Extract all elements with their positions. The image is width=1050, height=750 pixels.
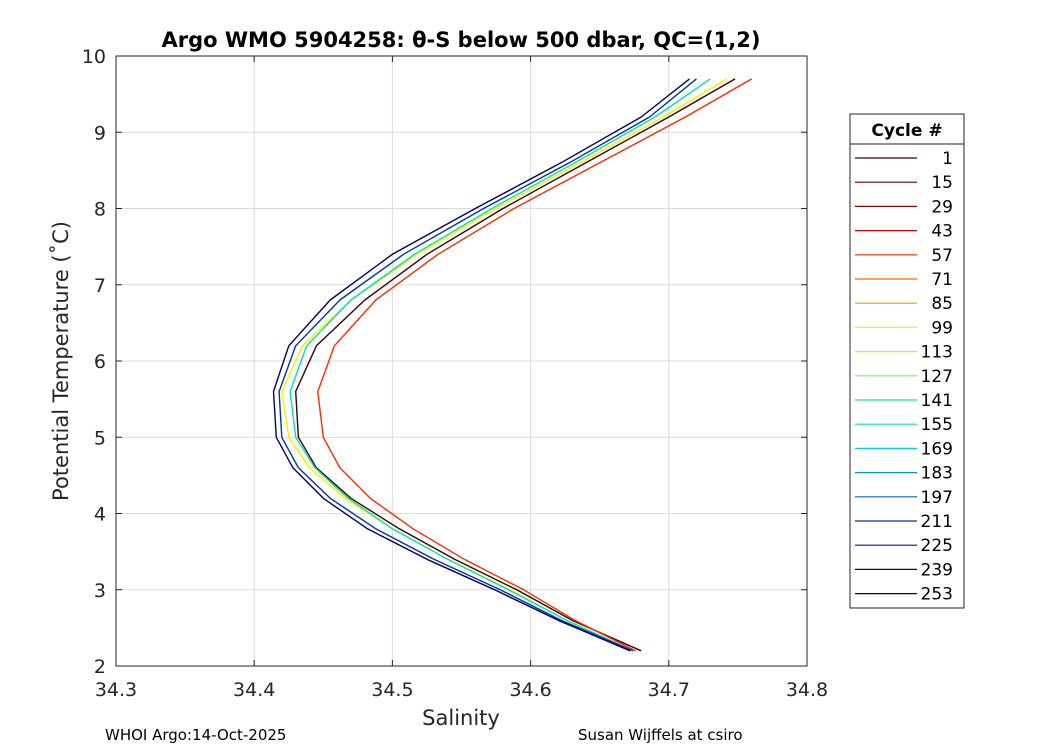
legend-label: 239: [921, 560, 953, 580]
legend-label: 127: [921, 367, 953, 387]
legend-label: 141: [921, 391, 953, 411]
y-tick-label: 5: [94, 427, 106, 449]
chart-title: Argo WMO 5904258: θ-S below 500 dbar, QC…: [162, 28, 761, 52]
y-tick-label: 6: [94, 351, 106, 373]
profile-line-cycle-57: [317, 78, 753, 652]
y-axis-title: Potential Temperature (˚C): [49, 221, 73, 501]
legend-label: 85: [931, 294, 953, 314]
y-tick-label: 3: [94, 580, 106, 602]
legend: Cycle # 1 15 29 43 57 71 85 99 113 127 141 155 169 18…: [849, 113, 965, 609]
y-tick-label: 9: [94, 122, 106, 144]
legend-label: 197: [921, 488, 953, 508]
legend-label: 99: [931, 318, 953, 338]
x-tick-label: 34.6: [509, 679, 551, 701]
legend-label: 183: [921, 464, 953, 484]
y-tick-label: 4: [94, 504, 106, 526]
legend-label: 1: [942, 149, 953, 169]
axis-ticks: 34.3 34.4 34.5 34.6 34.7 34.8 2 3 4 5 6 7 8 9 10: [82, 46, 828, 701]
profile-line-cycle-211: [278, 78, 697, 652]
legend-title: Cycle #: [871, 121, 942, 141]
legend-entries: 1 15 29 43 57 71 85 99 113 127 141 155 169 183 197 211 2…: [855, 149, 953, 605]
x-tick-label: 34.8: [786, 679, 828, 701]
legend-box: [849, 113, 965, 609]
footer-credit-right: Susan Wijffels at csiro: [578, 726, 743, 744]
x-tick-label: 34.3: [95, 679, 137, 701]
legend-label: 225: [921, 536, 953, 556]
y-tick-label: 7: [94, 275, 106, 297]
y-tick-label: 8: [94, 199, 106, 221]
legend-label: 15: [931, 173, 953, 193]
profile-line-cycle-155: [289, 78, 711, 652]
profile-line-cycle-253: [272, 78, 690, 652]
legend-label: 169: [921, 439, 953, 459]
legend-label: 57: [931, 246, 953, 266]
x-tick-label: 34.7: [648, 679, 690, 701]
legend-label: 29: [931, 197, 953, 217]
x-axis-title: Salinity: [422, 706, 500, 730]
legend-label: 211: [921, 512, 953, 532]
x-tick-label: 34.4: [233, 679, 275, 701]
y-tick-label: 2: [94, 656, 106, 678]
y-tick-label: 10: [82, 46, 106, 68]
legend-label: 71: [931, 270, 953, 290]
legend-label: 253: [921, 585, 953, 605]
x-tick-label: 34.5: [371, 679, 413, 701]
profile-line-cycle-1: [295, 78, 736, 652]
legend-label: 155: [921, 415, 953, 435]
legend-label: 113: [921, 343, 953, 363]
legend-label: 43: [931, 222, 953, 242]
profile-lines: [272, 78, 753, 652]
footer-credit-left: WHOI Argo:14-Oct-2025: [105, 726, 287, 744]
